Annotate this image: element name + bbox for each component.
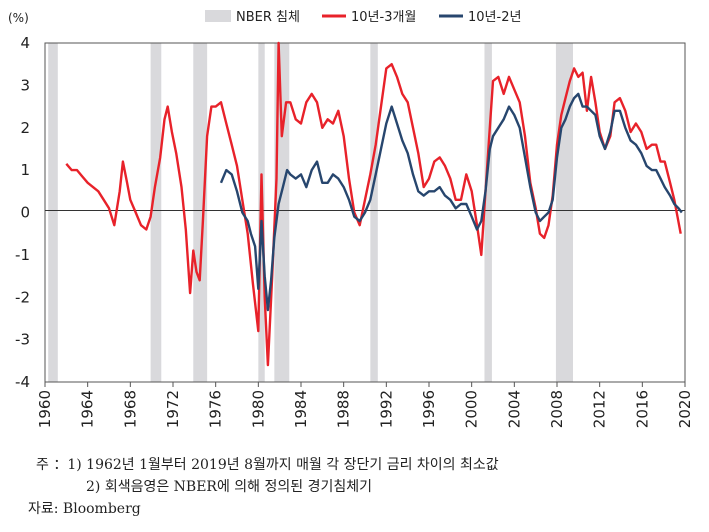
recession-band-5: [370, 43, 378, 382]
x-tick-label: 1980: [249, 390, 267, 428]
x-tick-label: 2012: [591, 390, 609, 428]
series-line-10y-2y: [219, 92, 683, 312]
recession-band-1: [150, 43, 162, 382]
series-line-10y-3m: [65, 41, 682, 367]
recession-band-6: [484, 43, 492, 382]
legend-label-10y2y: 10년-2년: [468, 10, 521, 25]
recession-band-7: [555, 43, 573, 382]
y-tick-label: -1: [15, 246, 30, 264]
y-axis-ticks: 4 3 2 1 0 -1 -2 -3 -4: [15, 34, 30, 391]
y-unit-label: (%): [8, 11, 29, 25]
y-tick-label: 2: [20, 119, 30, 137]
x-tick-label: 1976: [207, 390, 225, 428]
x-tick-label: 2016: [633, 390, 651, 428]
y-tick-label: 1: [20, 161, 30, 179]
x-tick-label: 1960: [36, 390, 54, 428]
x-tick-label: 2008: [548, 390, 566, 428]
y-tick-label: -3: [15, 331, 30, 349]
y-tick-label: 0: [20, 204, 30, 222]
y-tick-label: 4: [20, 34, 30, 52]
recession-band-2: [193, 43, 208, 382]
x-tick-label: 1988: [335, 390, 353, 428]
x-tick-label: 1964: [79, 390, 97, 428]
x-axis-ticks: 1960 1964 1968 1972 1976 1980 1984 1988 1992 1996…: [36, 382, 694, 428]
y-tick-label: -4: [15, 373, 30, 391]
legend-label-10y3m: 10년-3개월: [351, 10, 416, 25]
x-tick-label: 2020: [676, 390, 694, 428]
legend: NBER 침체 10년-3개월 10년-2년: [205, 10, 521, 25]
footnote-prefix: 주: [36, 457, 49, 473]
y-tick-label: 3: [20, 76, 30, 94]
x-tick-label: 1992: [377, 390, 395, 428]
footnotes: 주 ：1) 1962년 1월부터 2019년 8월까지 매월 각 장단기 금리 …: [28, 454, 499, 520]
legend-label-recession: NBER 침체: [236, 10, 300, 25]
x-tick-label: 2000: [463, 390, 481, 428]
x-tick-label: 1972: [164, 390, 182, 428]
footnote-2: 2) 회색음영은 NBER에 의해 정의된 경기침체기: [86, 479, 372, 495]
footnote-1-text: ：1) 1962년 1월부터 2019년 8월까지 매월 각 장단기 금리 차이…: [53, 457, 499, 473]
footnote-1: 주 ：1) 1962년 1월부터 2019년 8월까지 매월 각 장단기 금리 …: [36, 454, 499, 476]
x-tick-label: 1984: [292, 390, 310, 428]
x-tick-label: 1968: [121, 390, 139, 428]
x-tick-label: 2004: [505, 390, 523, 428]
plot-frame: [44, 42, 686, 383]
x-tick-label: 1996: [420, 390, 438, 428]
y-tick-label: -2: [15, 288, 30, 306]
recession-band-0: [48, 43, 58, 382]
source-note: 자료: Bloomberg: [28, 501, 141, 517]
series-lines: [65, 41, 683, 367]
yield-spread-chart: NBER 침체 10년-3개월 10년-2년 (%) 4 3 2 1 0 -1 -2 -3 -4…: [8, 10, 694, 428]
legend-swatch-recession: [205, 10, 231, 22]
